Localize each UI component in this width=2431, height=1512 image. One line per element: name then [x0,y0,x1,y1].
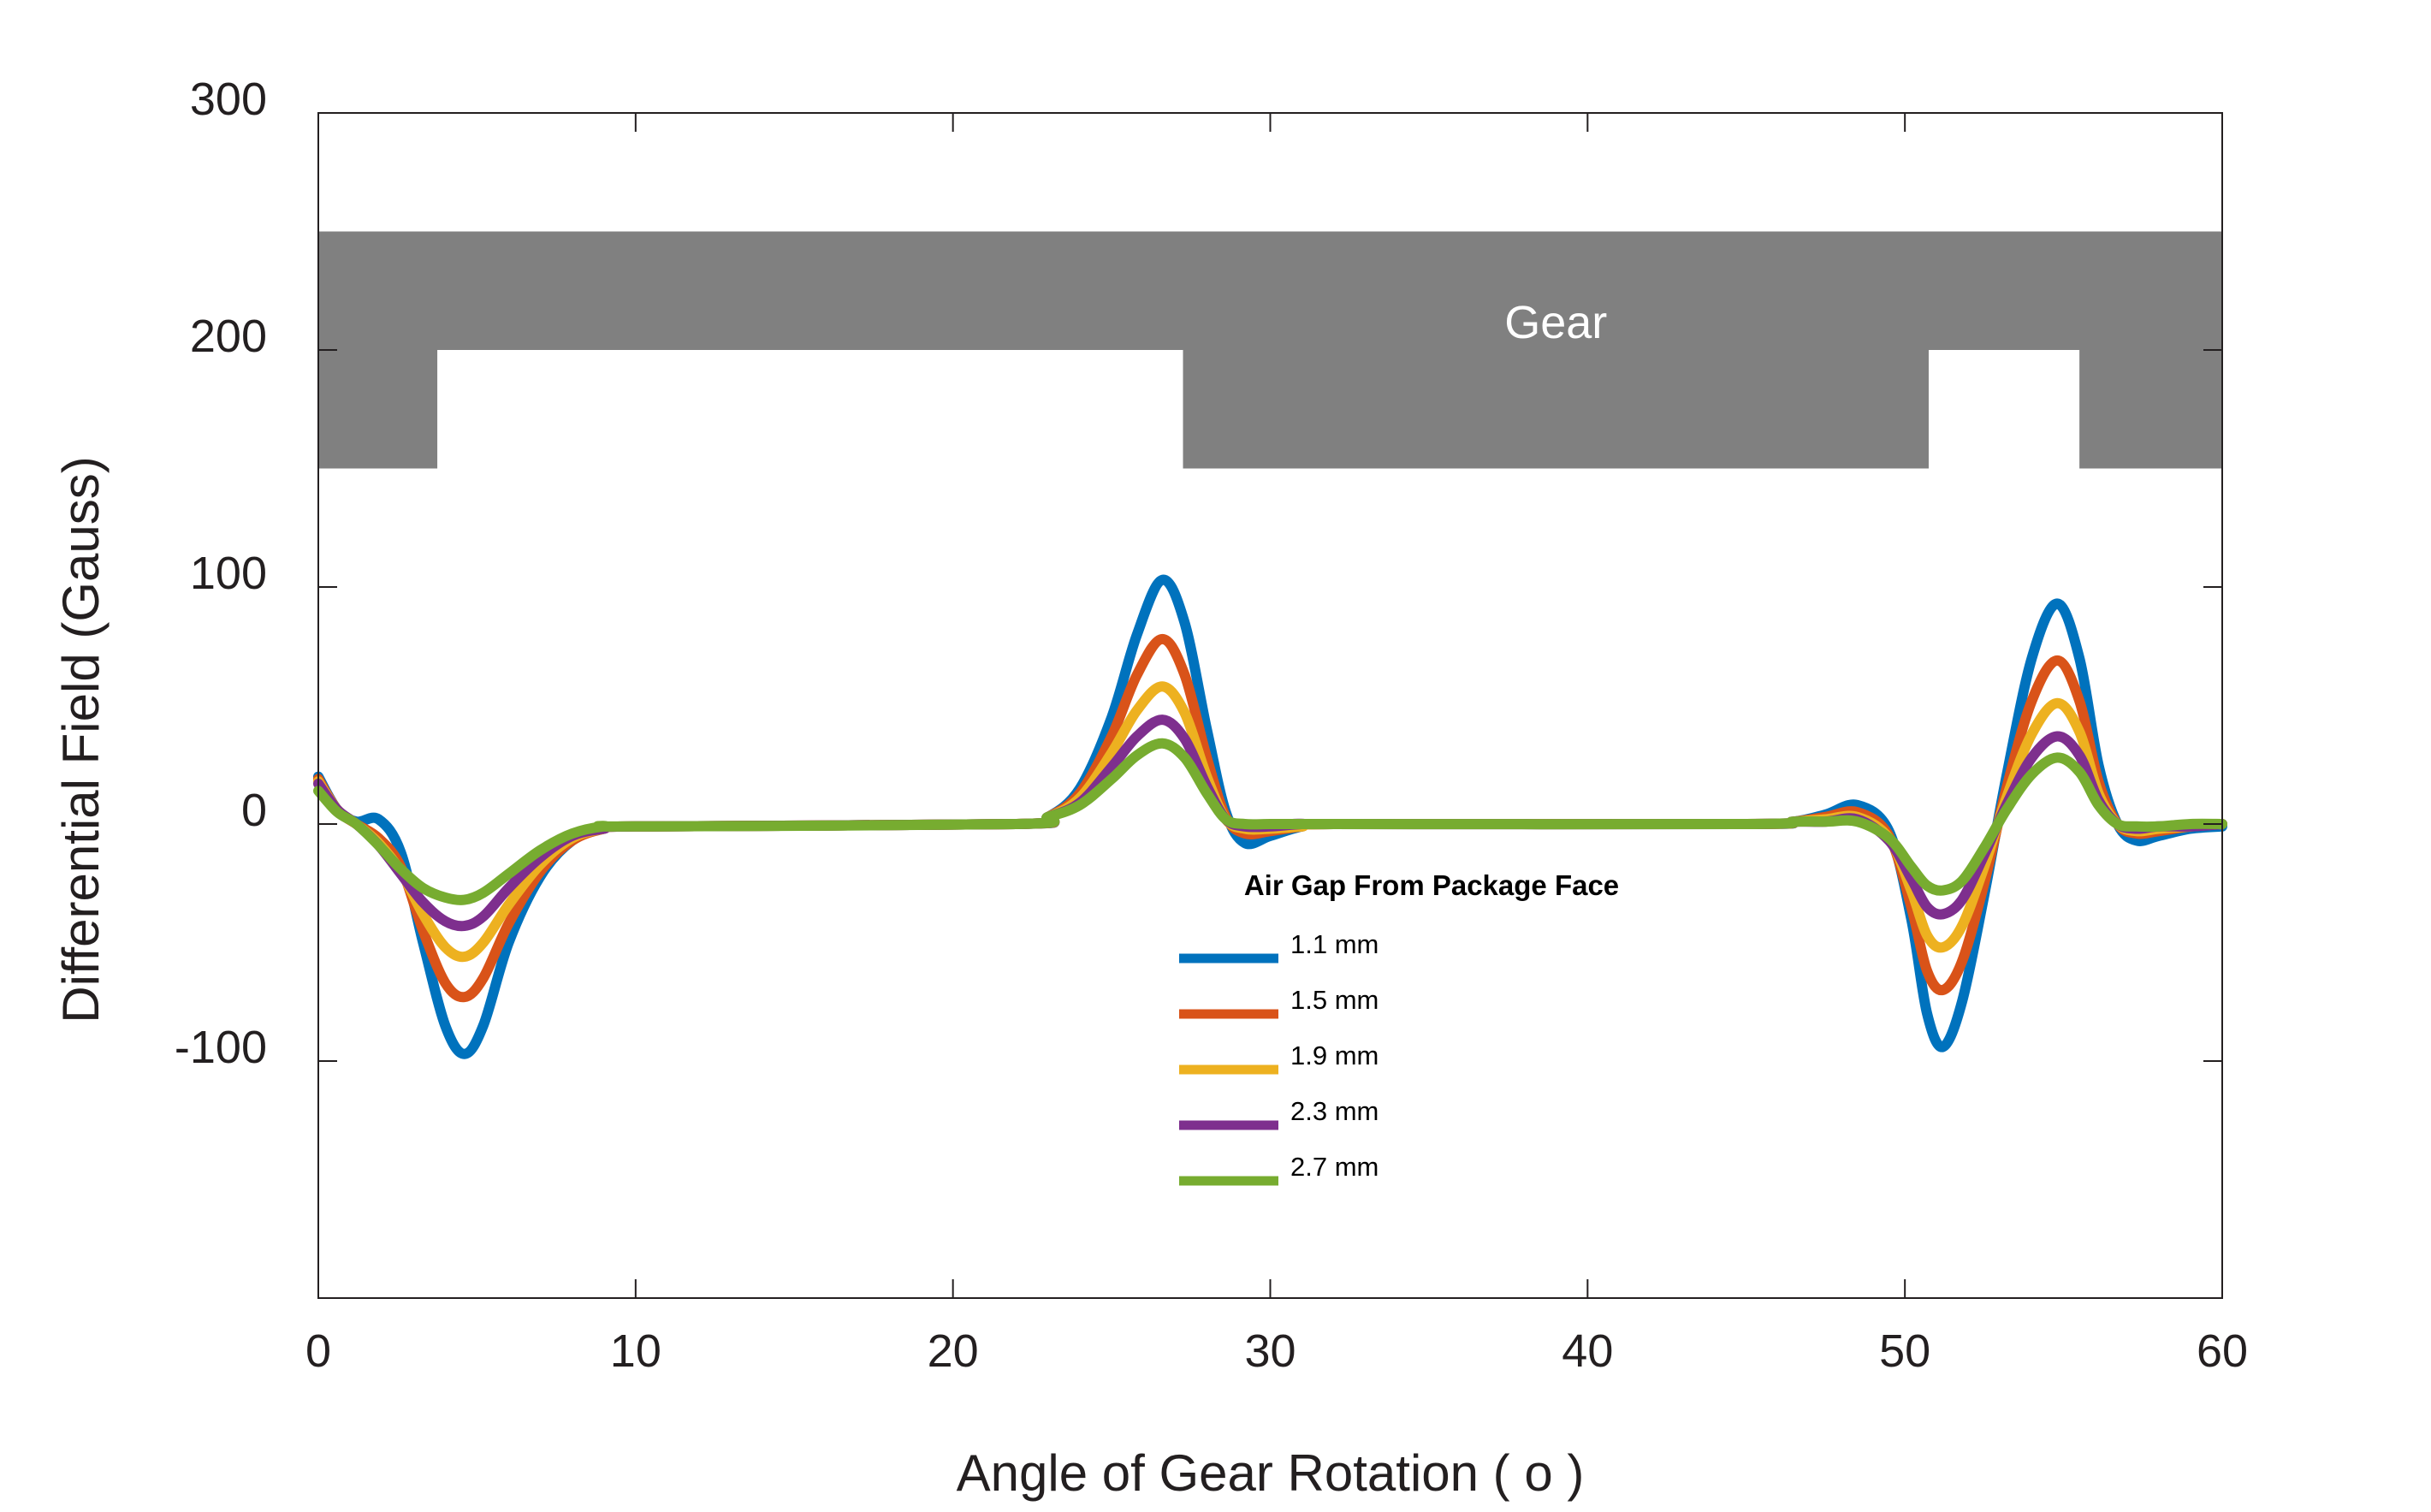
gear-label: Gear [1504,297,1607,348]
y-axis-title: Differential Field (Gauss) [52,456,110,1023]
legend-label: 1.9 mm [1290,1041,1379,1070]
x-tick-label: 0 [305,1325,331,1377]
series-lines [313,574,2227,1059]
x-tick-label: 40 [1562,1325,1613,1377]
x-tick-label: 30 [1244,1325,1296,1377]
gear-tooth [2079,349,2222,469]
x-tick-label: 60 [2197,1325,2248,1377]
legend: Air Gap From Package Face 1.1 mm1.5 mm1.… [1179,869,1619,1186]
legend-label: 2.7 mm [1290,1152,1379,1182]
x-tick-label: 10 [610,1325,661,1377]
series-line-5 [313,738,2227,905]
legend-label: 1.1 mm [1290,929,1379,959]
legend-title: Air Gap From Package Face [1244,869,1619,901]
gear-tooth [1183,349,1929,469]
legend-items: 1.1 mm 1.5 mm 1.9 mm 2.3 mm 2.7 mm [1179,929,1379,1186]
gear-tooth [318,349,438,469]
y-axis-ticks: -100 0 100 200 300 [175,74,2222,1073]
y-tick-label: -100 [175,1022,267,1073]
y-tick-label: 0 [241,785,267,836]
series-line-1 [313,574,2227,1059]
gear-band [318,231,2222,350]
x-tick-label: 20 [928,1325,979,1377]
y-tick-label: 100 [190,548,267,599]
x-tick-label: 50 [1879,1325,1930,1377]
legend-label: 2.3 mm [1290,1096,1379,1126]
x-axis-ticks: 0 10 20 30 40 50 60 [305,113,2248,1377]
legend-label: 1.5 mm [1290,985,1379,1015]
y-tick-label: 300 [190,74,267,125]
gear-profile [318,231,2222,469]
x-axis-title: Angle of Gear Rotation ( o ) [957,1444,1585,1502]
y-tick-label: 200 [190,311,267,362]
